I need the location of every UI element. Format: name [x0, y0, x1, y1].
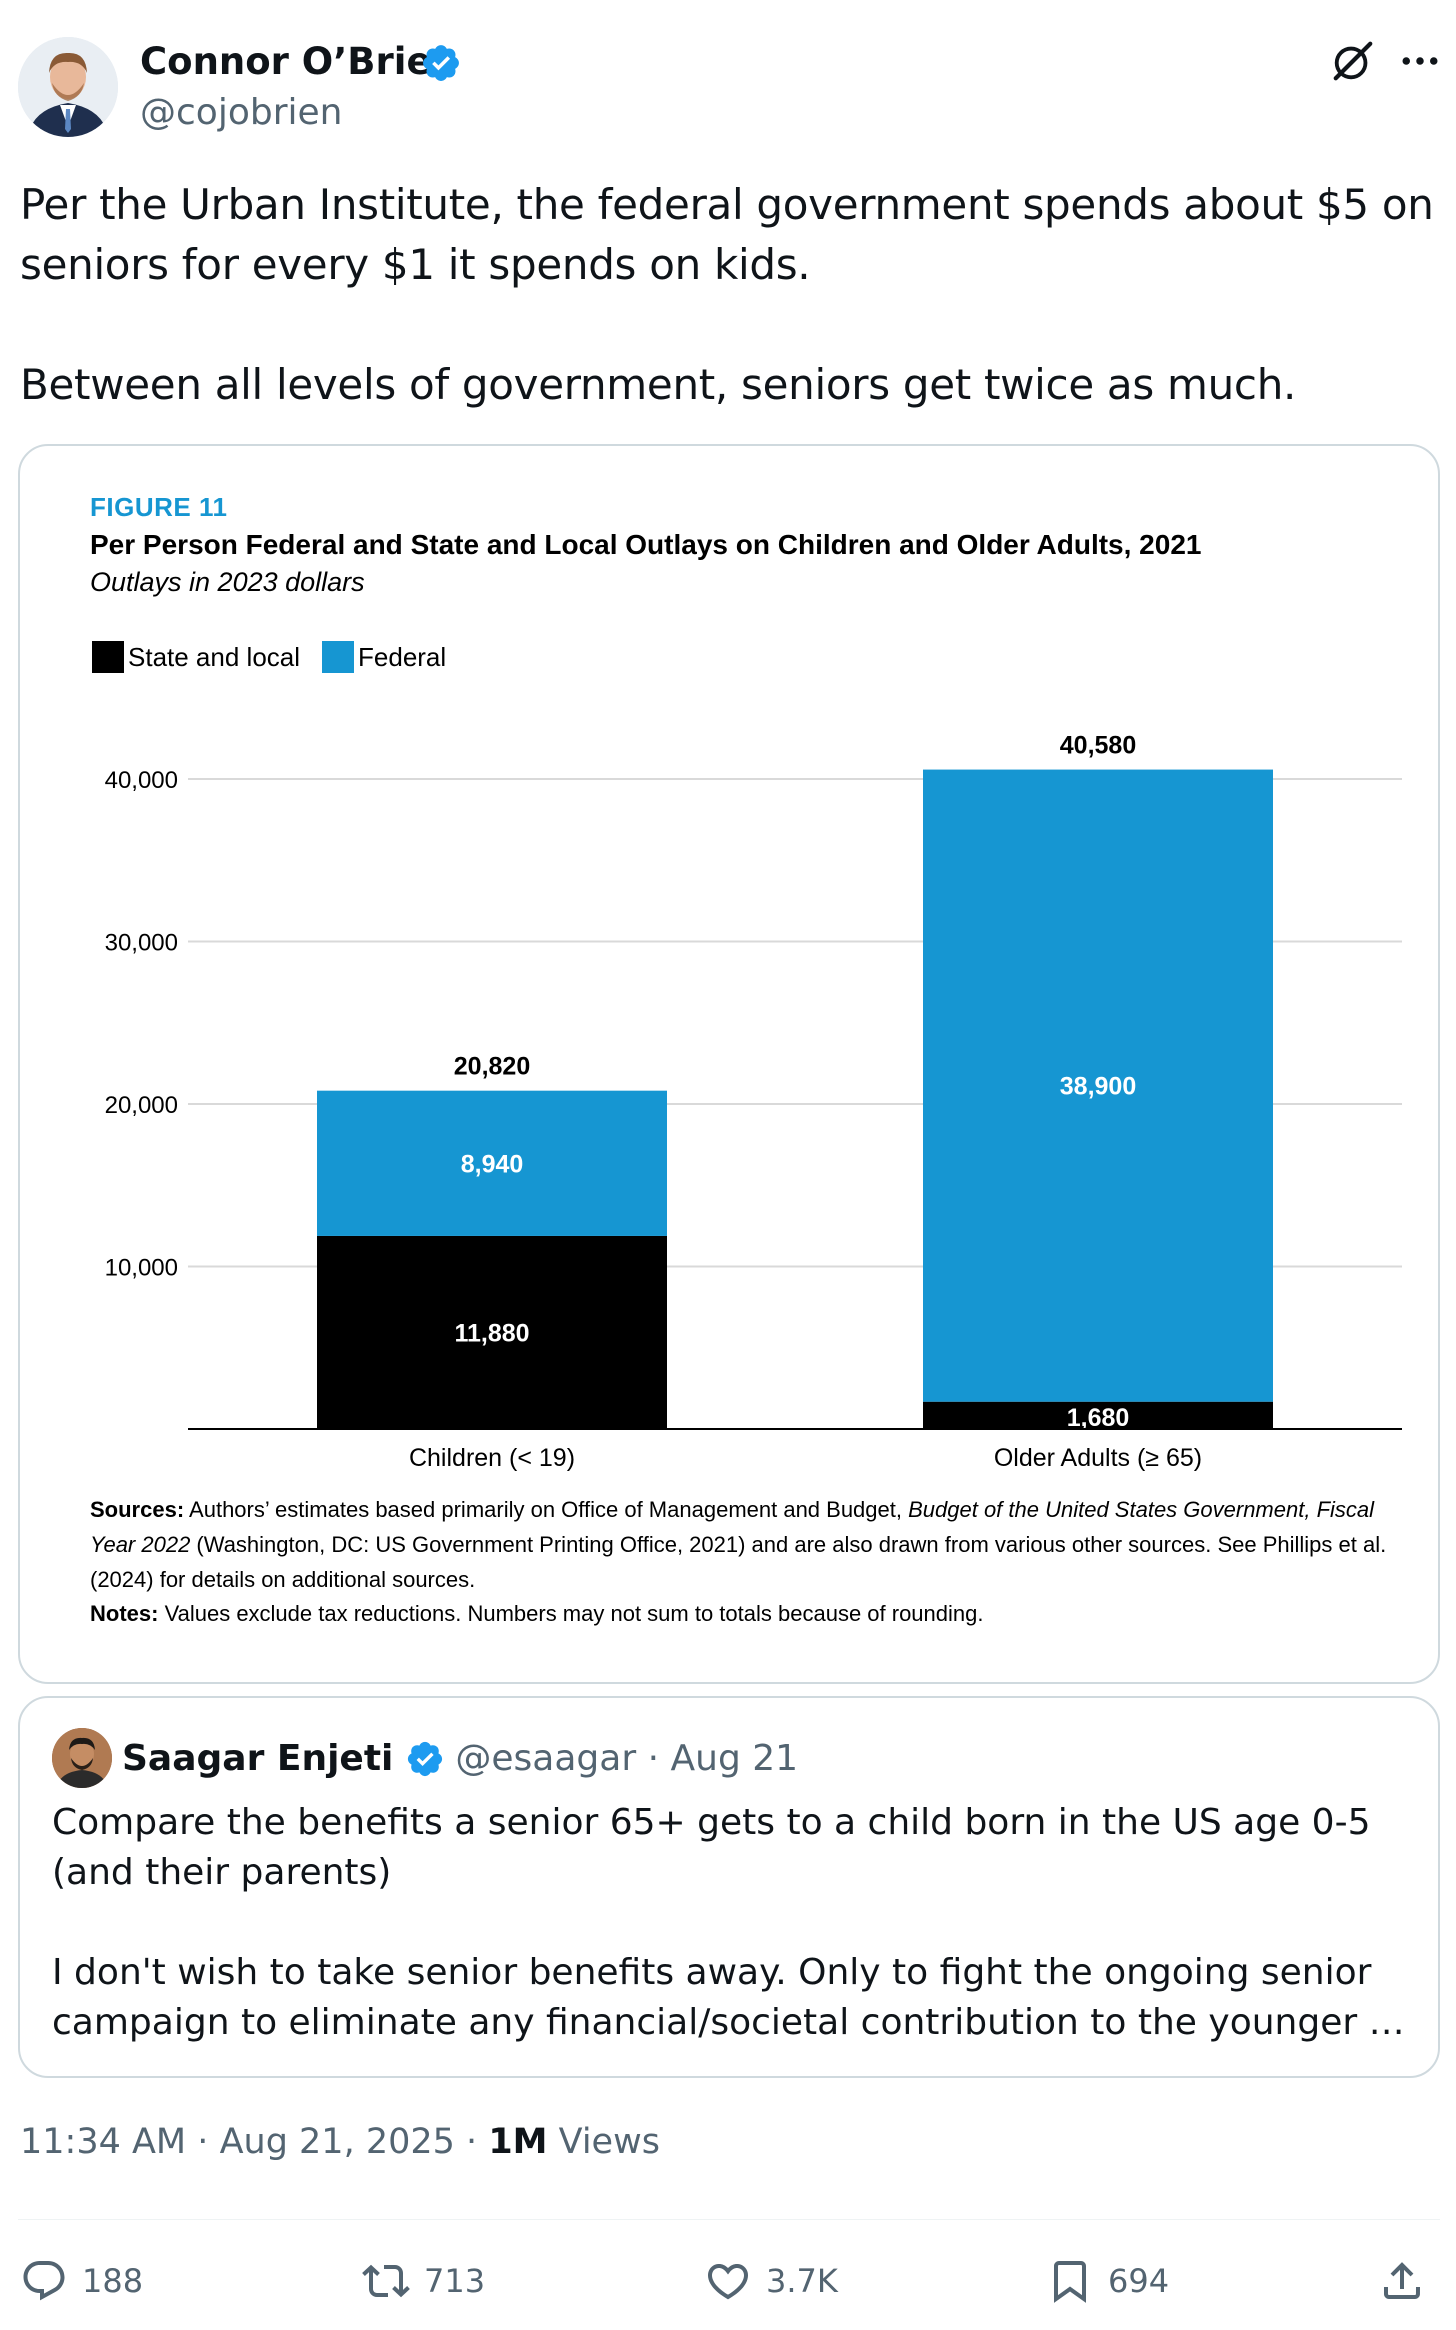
legend-swatch-federal [322, 641, 355, 673]
like-button[interactable]: 3.7K [704, 2256, 838, 2306]
figure-sources: Sources: Authors’ estimates based primar… [90, 1492, 1410, 1597]
chart-legend: State and local Federal [92, 640, 468, 674]
like-icon [707, 2264, 749, 2300]
timestamp-separator-1: · [197, 2122, 209, 2162]
x-tick-label: Children (< 19) [409, 1444, 575, 1472]
legend-label-state-local: State and local [128, 641, 301, 672]
y-tick-label: 30,000 [105, 930, 178, 957]
notes-label: Notes: [90, 1601, 159, 1626]
repost-count: 713 [424, 2262, 486, 2300]
share-button[interactable] [1378, 2256, 1426, 2306]
post-date[interactable]: Aug 21, 2025 [219, 2122, 455, 2162]
timestamp-separator-2: · [466, 2122, 478, 2162]
stacked-bar-chart: 10,000 20,000 30,000 40,000 11,880 8,940 20,82… [105, 732, 1402, 1472]
verified-icon [408, 1741, 443, 1776]
segment-value-label: 38,900 [1060, 1073, 1136, 1101]
legend-label-federal: Federal [358, 641, 447, 672]
total-value-label: 40,580 [1060, 732, 1136, 760]
figure-title: Per Person Federal and State and Local O… [90, 529, 1202, 560]
segment-value-label: 11,880 [454, 1319, 529, 1347]
author-handle[interactable]: @cojobrien [140, 92, 343, 133]
bar-segment [923, 1401, 1273, 1429]
reply-button[interactable]: 188 [20, 2256, 143, 2306]
legend-item-state-local: State and local [92, 641, 300, 673]
quote-text: Compare the benefits a senior 65+ gets t… [52, 1802, 1405, 2043]
repost-icon [362, 2264, 410, 2298]
share-icon [1384, 2262, 1420, 2299]
post-text: Per the Urban Institute, the federal gov… [20, 180, 1434, 409]
views-label: Views [558, 2122, 660, 2162]
sources-text-1: Authors’ estimates based primarily on Of… [184, 1497, 909, 1522]
y-tick-label: 20,000 [105, 1092, 178, 1119]
quote-header: Saagar Enjeti @esaagar · Aug 21 [122, 1738, 798, 1779]
y-tick-label: 40,000 [105, 767, 178, 794]
quote-author-name[interactable]: Saagar Enjeti [122, 1738, 394, 1779]
author-name[interactable]: Connor O’Brien [140, 40, 458, 83]
reply-icon [23, 2261, 65, 2301]
sources-text-2: (Washington, DC: US Government Printing … [90, 1532, 1387, 1592]
quote-separator: · [636, 1738, 670, 1779]
bar-segment [923, 769, 1273, 1402]
post-timestamp: 11:34 AM · Aug 21, 2025 · 1M Views [20, 2122, 660, 2162]
bookmark-button[interactable]: 694 [1046, 2256, 1169, 2306]
grok-icon[interactable] [1330, 38, 1376, 84]
bar-segment [317, 1235, 667, 1429]
quote-date[interactable]: Aug 21 [670, 1738, 799, 1779]
more-icon[interactable] [1400, 46, 1440, 76]
quote-separator-dot: · [647, 1738, 660, 1779]
repost-button[interactable]: 713 [362, 2256, 485, 2306]
bookmark-count: 694 [1108, 2262, 1170, 2300]
figure-label: FIGURE 11 [90, 492, 228, 522]
reply-count: 188 [82, 2262, 144, 2300]
post-image-card[interactable]: FIGURE 11 Per Person Federal and State a… [18, 444, 1440, 1684]
y-tick-label: 10,000 [105, 1255, 178, 1282]
quote-author-handle[interactable]: @esaagar [455, 1738, 637, 1779]
segment-value-label: 1,680 [1067, 1404, 1130, 1432]
legend-item-federal: Federal [322, 641, 446, 673]
total-value-label: 20,820 [454, 1053, 530, 1081]
sources-label: Sources: [90, 1497, 185, 1522]
bar-segment [317, 1090, 667, 1236]
bookmark-icon [1054, 2261, 1086, 2303]
views-count: 1M [488, 2122, 548, 2162]
legend-swatch-state-local [92, 641, 124, 673]
quote-avatar[interactable] [52, 1728, 112, 1788]
post-time[interactable]: 11:34 AM [20, 2122, 187, 2162]
like-count: 3.7K [766, 2262, 838, 2300]
figure-notes: Notes: Values exclude tax reductions. Nu… [90, 1596, 1410, 1631]
quoted-post[interactable]: Saagar Enjeti @esaagar · Aug 21 Compare … [18, 1696, 1440, 2078]
verified-icon [423, 45, 459, 81]
segment-value-label: 8,940 [461, 1150, 524, 1178]
sources-italic: Budget of the United States Government, … [90, 1497, 1375, 1557]
notes-text: Values exclude tax reductions. Numbers m… [158, 1601, 984, 1626]
avatar[interactable] [18, 37, 118, 137]
divider [18, 2219, 1440, 2220]
x-tick-label: Older Adults (≥ 65) [994, 1444, 1202, 1472]
figure-subtitle: Outlays in 2023 dollars [90, 567, 365, 597]
